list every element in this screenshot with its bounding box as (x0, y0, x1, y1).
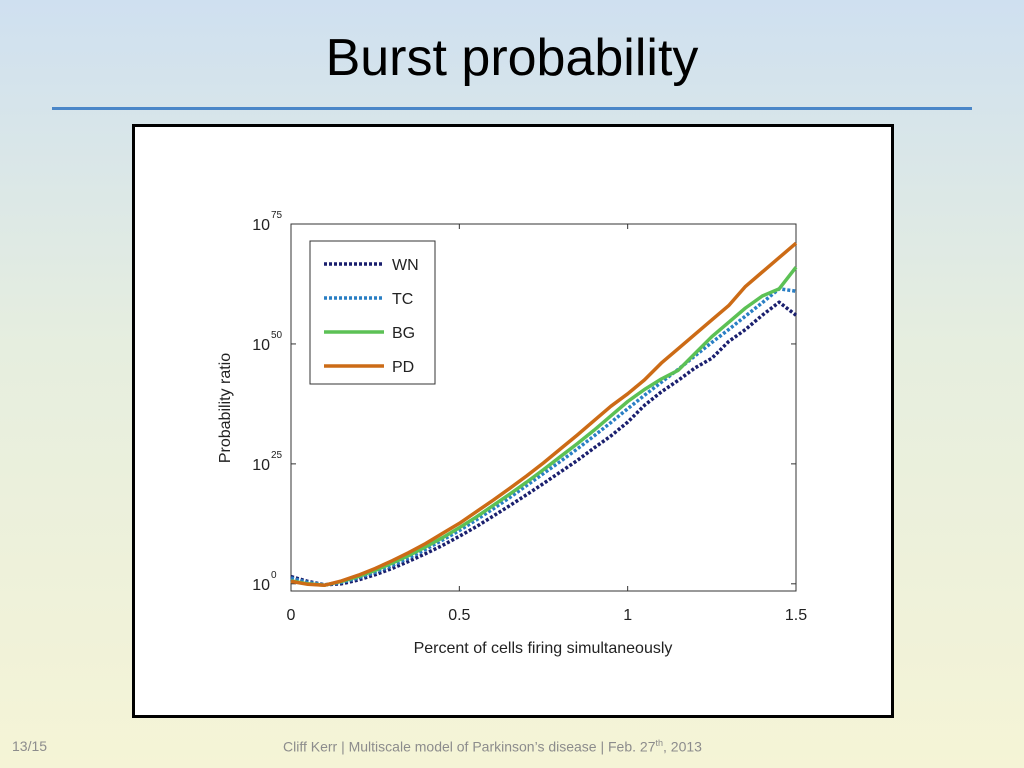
title-divider (52, 107, 972, 110)
figure-frame: 0 0.5 1 1.5 10 0 10 25 10 50 10 75 WN TC BG PD Percent… (132, 124, 894, 718)
y-tick-label: 10 (252, 577, 270, 594)
slide-title: Burst probability (325, 29, 699, 87)
series-line-wn (290, 300, 798, 587)
legend-label-wn: WN (392, 257, 419, 274)
y-tick-label-exponent: 25 (271, 450, 283, 461)
footer-credit: Cliff Kerr | Multiscale model of Parkins… (283, 738, 702, 755)
x-tick-label: 0 (287, 607, 296, 624)
footer-credit-year: , 2013 (663, 738, 702, 755)
footer-credit-text: Cliff Kerr | Multiscale model of Parkins… (283, 738, 656, 755)
y-tick-label-exponent: 75 (271, 210, 283, 221)
footer-credit-superscript: th (655, 738, 663, 748)
series-line-pd (290, 241, 798, 587)
legend: WN TC BG PD (309, 240, 436, 385)
series-line-tc (290, 287, 797, 587)
y-tick-label: 10 (252, 337, 270, 354)
legend-label-tc: TC (392, 291, 413, 308)
legend-label-bg: BG (392, 325, 415, 342)
page-number: 13/15 (12, 738, 48, 754)
series-lines (290, 241, 798, 587)
series-line-bg (290, 266, 798, 587)
x-axis-label: Percent of cells firing simultaneously (414, 640, 673, 657)
y-tick-label-exponent: 50 (271, 330, 283, 341)
y-tick-label-exponent: 0 (271, 570, 277, 581)
y-tick-label: 10 (252, 217, 270, 234)
y-tick-label: 10 (252, 457, 270, 474)
y-axis-label: Probability ratio (217, 353, 234, 463)
legend-label-pd: PD (392, 359, 414, 376)
x-tick-label: 0.5 (448, 607, 470, 624)
legend-box (309, 240, 436, 385)
x-tick-label: 1 (623, 607, 632, 624)
x-tick-label: 1.5 (785, 607, 807, 624)
